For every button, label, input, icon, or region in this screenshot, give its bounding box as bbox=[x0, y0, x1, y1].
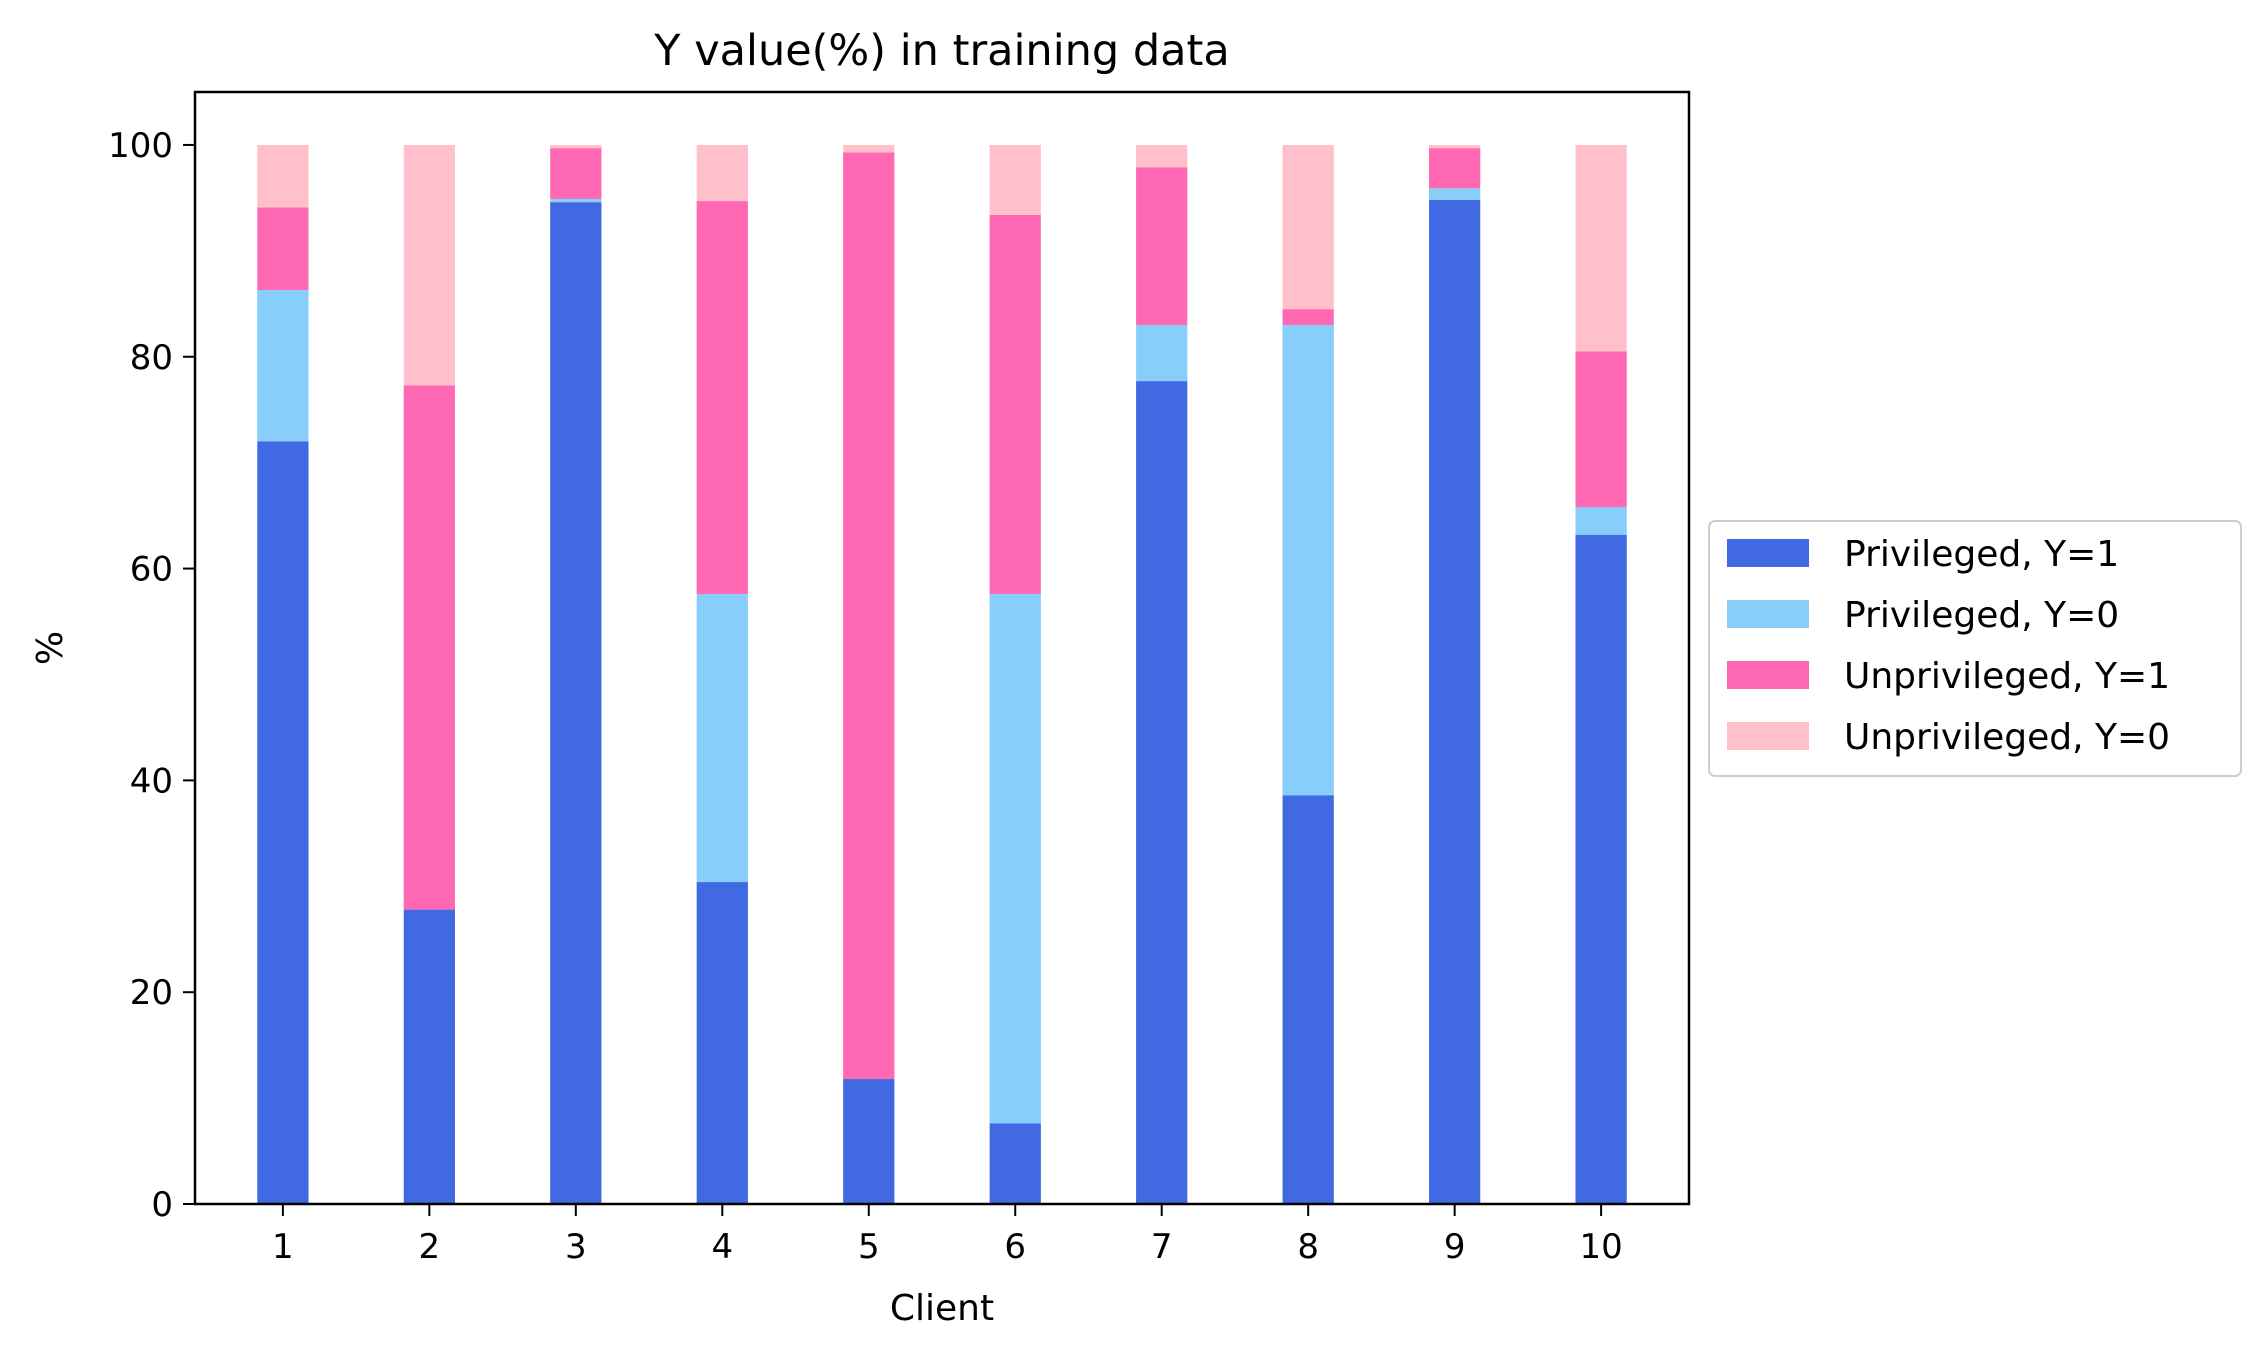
bar-series-2-client-7 bbox=[1136, 324, 1188, 382]
bar-series-1-client-6 bbox=[989, 1123, 1041, 1204]
bar-series-3-client-3 bbox=[550, 148, 602, 199]
y-axis-label: % bbox=[30, 631, 71, 665]
bar-series-2-client-8 bbox=[1282, 324, 1334, 796]
x-tick-label: 9 bbox=[1444, 1227, 1466, 1267]
bar-series-3-client-9 bbox=[1429, 148, 1481, 189]
bar-series-4-client-2 bbox=[403, 144, 455, 386]
bar-series-3-client-8 bbox=[1282, 309, 1334, 325]
x-tick-label: 8 bbox=[1297, 1227, 1319, 1267]
bar-series-1-client-4 bbox=[696, 882, 748, 1204]
bar-series-2-client-9 bbox=[1429, 188, 1481, 201]
bar-series-1-client-10 bbox=[1575, 534, 1627, 1204]
bar-series-2-client-1 bbox=[257, 290, 309, 442]
bar-series-3-client-10 bbox=[1575, 351, 1627, 508]
bar-series-3-client-6 bbox=[989, 214, 1041, 594]
legend-label: Unprivileged, Y=1 bbox=[1844, 656, 2170, 697]
legend-swatch bbox=[1727, 661, 1809, 689]
x-tick-label: 7 bbox=[1151, 1227, 1173, 1267]
bar-series-3-client-7 bbox=[1136, 167, 1188, 325]
y-tick-label: 0 bbox=[151, 1185, 173, 1225]
y-axis: 0 20 40 60 80 100 bbox=[108, 126, 195, 1225]
bar-series-1-client-7 bbox=[1136, 381, 1188, 1204]
legend-frame bbox=[1708, 520, 2242, 777]
y-tick-label: 80 bbox=[130, 338, 173, 378]
x-tick-label: 5 bbox=[858, 1227, 880, 1267]
bar-series-4-client-1 bbox=[257, 144, 309, 208]
x-tick-label: 4 bbox=[711, 1227, 733, 1267]
legend-label: Unprivileged, Y=0 bbox=[1844, 717, 2170, 758]
x-tick-label: 1 bbox=[272, 1227, 294, 1267]
y-tick-label: 100 bbox=[108, 126, 173, 166]
chart-title: Y value(%) in training data bbox=[653, 26, 1229, 76]
bar-series-4-client-9 bbox=[1429, 144, 1481, 149]
bar-series-4-client-6 bbox=[989, 144, 1041, 215]
bar-series-1-client-2 bbox=[403, 909, 455, 1204]
legend-swatch bbox=[1727, 539, 1809, 567]
y-tick-label: 60 bbox=[130, 550, 173, 590]
bar-series-4-client-10 bbox=[1575, 144, 1627, 352]
legend-swatch bbox=[1727, 722, 1809, 750]
legend-label: Privileged, Y=0 bbox=[1844, 595, 2119, 636]
y-tick-label: 40 bbox=[130, 761, 173, 801]
x-axis: 1 2 3 4 5 6 7 8 9 10 bbox=[272, 1204, 1623, 1267]
bar-series-3-client-2 bbox=[403, 385, 455, 910]
bar-series-4-client-5 bbox=[843, 144, 895, 153]
bar-series-3-client-4 bbox=[696, 201, 748, 594]
bar-series-4-client-3 bbox=[550, 144, 602, 149]
x-tick-label: 6 bbox=[1004, 1227, 1026, 1267]
bar-series-2-client-6 bbox=[989, 593, 1041, 1124]
x-axis-label: Client bbox=[890, 1288, 994, 1329]
bar-series-4-client-4 bbox=[696, 144, 748, 202]
bar-series-1-client-3 bbox=[550, 202, 602, 1205]
bars-group bbox=[257, 144, 1627, 1205]
bar-series-4-client-8 bbox=[1282, 144, 1334, 310]
bar-series-2-client-10 bbox=[1575, 507, 1627, 535]
bar-series-1-client-8 bbox=[1282, 795, 1334, 1204]
bar-series-3-client-5 bbox=[843, 152, 895, 1080]
y-tick-label: 20 bbox=[130, 973, 173, 1013]
legend-label: Privileged, Y=1 bbox=[1844, 534, 2119, 575]
plot-frame bbox=[193, 90, 1691, 1206]
legend-swatch bbox=[1727, 600, 1809, 628]
bar-series-2-client-3 bbox=[550, 198, 602, 203]
legend: Privileged, Y=1 Privileged, Y=0 Unprivileg… bbox=[1708, 520, 2242, 777]
x-tick-label: 10 bbox=[1579, 1227, 1622, 1267]
x-tick-label: 3 bbox=[565, 1227, 587, 1267]
bar-series-1-client-1 bbox=[257, 441, 309, 1204]
bar-series-2-client-4 bbox=[696, 593, 748, 883]
bar-series-4-client-7 bbox=[1136, 144, 1188, 168]
x-tick-label: 2 bbox=[419, 1227, 441, 1267]
bar-series-3-client-1 bbox=[257, 207, 309, 291]
bar-series-1-client-5 bbox=[843, 1079, 895, 1204]
bar-series-1-client-9 bbox=[1429, 200, 1481, 1205]
